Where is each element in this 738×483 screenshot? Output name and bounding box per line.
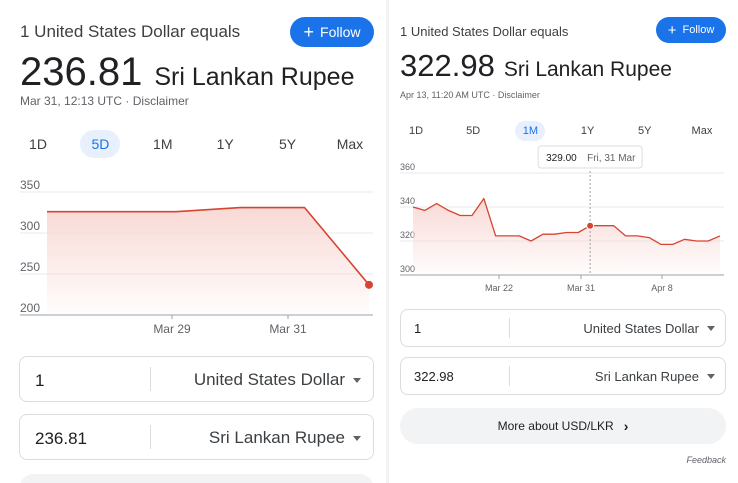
- range-tab-5y[interactable]: 5Y: [279, 136, 297, 152]
- tooltip-box: [537, 145, 643, 169]
- rate-value: 236.81: [20, 50, 143, 94]
- plus-icon: +: [667, 21, 677, 39]
- price-chart[interactable]: 300 320 340 360 Mar 22 Mar 31 Apr 8 329.00 Fri, …: [389, 145, 738, 300]
- tooltip-date: Fri, 31 Mar: [587, 153, 636, 164]
- y-tick-label: 340: [400, 196, 415, 206]
- range-tab-5y[interactable]: 5Y: [638, 125, 652, 137]
- current-point-marker: [365, 280, 373, 289]
- disclaimer-link[interactable]: Disclaimer: [497, 90, 540, 100]
- y-tick-label: 350: [20, 180, 40, 192]
- to-amount-input[interactable]: 236.81: [35, 429, 87, 448]
- to-currency-select[interactable]: Sri Lankan Rupee: [595, 369, 715, 384]
- rate-heading: 236.81 Sri Lankan Rupee: [20, 50, 354, 95]
- more-about-button[interactable]: More about USD/LKR ›: [400, 408, 726, 444]
- feedback-link[interactable]: Feedback: [686, 455, 726, 465]
- disclaimer-link[interactable]: Disclaimer: [132, 94, 189, 108]
- divider: [150, 367, 151, 391]
- range-tab-max[interactable]: Max: [691, 125, 713, 137]
- to-currency-label: Sri Lankan Rupee: [594, 369, 699, 384]
- currency-name: Sri Lankan Rupee: [503, 58, 672, 81]
- series-line: [47, 206, 370, 286]
- from-amount-input[interactable]: 1: [35, 371, 45, 390]
- divider: [150, 425, 151, 449]
- y-tick-label: 300: [20, 219, 40, 233]
- x-tick-label: Apr 8: [651, 283, 673, 293]
- caret-down-icon: [707, 374, 715, 379]
- from-amount-input[interactable]: 1: [414, 321, 422, 336]
- tooltip-value: 329.00: [546, 153, 577, 164]
- from-currency-select[interactable]: United States Dollar: [583, 321, 715, 336]
- to-currency-select[interactable]: Sri Lankan Rupee: [209, 428, 361, 448]
- follow-button[interactable]: + Follow: [290, 17, 374, 47]
- y-tick-label: 300: [400, 264, 415, 274]
- x-tick-label: Mar 31: [567, 283, 595, 293]
- follow-label: Follow: [320, 24, 361, 40]
- timestamp: Apr 13, 11:20 AM UTC: [400, 90, 490, 100]
- follow-button[interactable]: + Follow: [656, 17, 726, 43]
- area-fill: [47, 207, 369, 315]
- range-tab-5d[interactable]: 5D: [466, 125, 481, 137]
- timestamp: Mar 31, 12:13 UTC: [20, 94, 123, 108]
- range-tab-5d[interactable]: 5D: [80, 130, 121, 158]
- range-tab-1d[interactable]: 1D: [408, 125, 424, 137]
- y-tick-label: 200: [20, 301, 40, 315]
- left-panel: 1 United States Dollar equals + Follow 2…: [0, 0, 386, 483]
- range-tab-1y[interactable]: 1Y: [580, 125, 595, 137]
- currency-name: Sri Lankan Rupee: [154, 63, 355, 91]
- follow-label: Follow: [682, 24, 715, 36]
- subtitle: 1 United States Dollar equals: [400, 24, 569, 39]
- from-row: 1 United States Dollar: [400, 309, 726, 347]
- range-tab-1m[interactable]: 1M: [153, 136, 173, 152]
- more-button-partial[interactable]: [19, 474, 374, 483]
- caret-down-icon: [353, 377, 361, 383]
- range-tab-1y[interactable]: 1Y: [216, 136, 234, 152]
- caret-down-icon: [353, 435, 361, 441]
- to-row: 236.81 Sri Lankan Rupee: [19, 414, 374, 460]
- area-fill: [413, 198, 720, 275]
- range-selector: 1D 5D 1M 1Y 5Y Max: [18, 130, 370, 158]
- range-tab-1d[interactable]: 1D: [29, 136, 47, 152]
- plus-icon: +: [303, 22, 315, 42]
- range-tab-max[interactable]: Max: [336, 136, 364, 152]
- from-row: 1 United States Dollar: [19, 356, 374, 402]
- x-tick-label: Mar 31: [269, 322, 307, 336]
- price-chart[interactable]: 200 250 300 350 Mar 29 Mar 31: [0, 180, 386, 345]
- to-currency-label: Sri Lankan Rupee: [208, 428, 345, 447]
- to-amount-input[interactable]: 322.98: [414, 369, 454, 384]
- from-currency-select[interactable]: United States Dollar: [194, 370, 361, 390]
- from-currency-label: United States Dollar: [193, 370, 345, 389]
- range-tab-1m[interactable]: 1M: [515, 121, 546, 141]
- timestamp-line: Apr 13, 11:20 AM UTC · Disclaimer: [400, 90, 540, 100]
- right-panel: 1 United States Dollar equals + Follow 3…: [389, 0, 738, 483]
- hover-point-marker: [586, 221, 595, 230]
- divider: [509, 366, 510, 386]
- rate-heading: 322.98 Sri Lankan Rupee: [400, 48, 672, 84]
- divider: [509, 318, 510, 338]
- dot-separator: ·: [125, 94, 133, 108]
- x-tick-label: Mar 22: [485, 283, 513, 293]
- chevron-right-icon: ›: [623, 418, 629, 434]
- rate-value: 322.98: [400, 48, 495, 83]
- timestamp-line: Mar 31, 12:13 UTC · Disclaimer: [20, 94, 189, 108]
- to-row: 322.98 Sri Lankan Rupee: [400, 357, 726, 395]
- y-tick-label: 250: [20, 260, 40, 274]
- y-tick-label: 320: [400, 230, 415, 240]
- range-selector: 1D 5D 1M 1Y 5Y Max: [401, 121, 717, 141]
- from-currency-label: United States Dollar: [583, 321, 699, 336]
- subtitle: 1 United States Dollar equals: [20, 22, 241, 41]
- hover-tooltip: 329.00 Fri, 31 Mar: [537, 145, 643, 169]
- caret-down-icon: [707, 326, 715, 331]
- more-about-label: More about USD/LKR: [497, 419, 614, 433]
- y-tick-label: 360: [400, 162, 415, 172]
- dot-separator: ·: [492, 90, 498, 100]
- x-tick-label: Mar 29: [153, 322, 191, 336]
